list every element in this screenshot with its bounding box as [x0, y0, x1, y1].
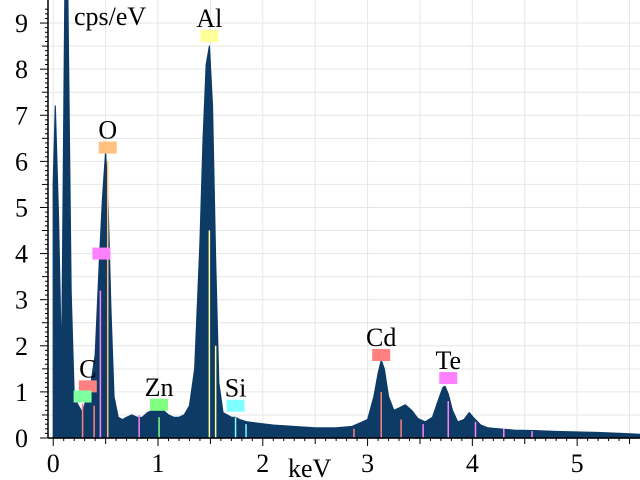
axes: [40, 0, 640, 446]
element-label-zn: Zn: [145, 373, 174, 402]
element-marker-box: [200, 29, 219, 42]
y-tick-label: 3: [15, 286, 28, 315]
x-tick-label: 5: [571, 449, 584, 478]
x-axis-title: keV: [288, 454, 332, 480]
y-tick-label: 9: [15, 9, 28, 38]
element-label-o: O: [98, 116, 117, 145]
element-marker-box: [150, 398, 169, 411]
x-tick-label: 4: [466, 449, 479, 478]
x-tick-label: 1: [152, 449, 165, 478]
element-marker-box: [226, 399, 245, 412]
y-axis-title: cps/eV: [74, 2, 146, 31]
y-tick-label: 5: [15, 193, 28, 222]
element-markers: Al O Cd Te C Zn Si: [73, 4, 461, 412]
element-label-te: Te: [435, 346, 461, 375]
element-marker-box: [439, 372, 458, 385]
element-marker-box: [372, 349, 391, 362]
element-lines: [81, 161, 533, 438]
y-tick-label: 8: [15, 55, 28, 84]
y-tick-label: 0: [15, 424, 28, 453]
tick-labels: 0 1 2 3 4 5 6 7 8 9 0 1 2 3 4 5: [15, 9, 584, 478]
spectrum-fill: [52, 0, 640, 439]
element-marker-box: [92, 247, 111, 260]
element-label-cd: Cd: [366, 323, 396, 352]
x-tick-label: 2: [256, 449, 269, 478]
element-label-c: C: [79, 354, 96, 383]
y-tick-label: 2: [15, 332, 28, 361]
y-tick-label: 4: [15, 240, 28, 269]
y-tick-label: 1: [15, 378, 28, 407]
spectrum-area: [52, 0, 640, 439]
element-marker-box: [78, 380, 97, 393]
element-marker-box: [98, 141, 117, 154]
x-tick-label: 0: [47, 449, 60, 478]
plot-area: [48, 0, 640, 438]
y-tick-label: 7: [15, 101, 28, 130]
plot-background: [48, 0, 640, 438]
element-marker-box: [73, 390, 92, 403]
element-label-si: Si: [225, 374, 247, 403]
x-tick-label: 3: [361, 449, 374, 478]
y-tick-label: 6: [15, 147, 28, 176]
element-label-al: Al: [196, 4, 222, 33]
